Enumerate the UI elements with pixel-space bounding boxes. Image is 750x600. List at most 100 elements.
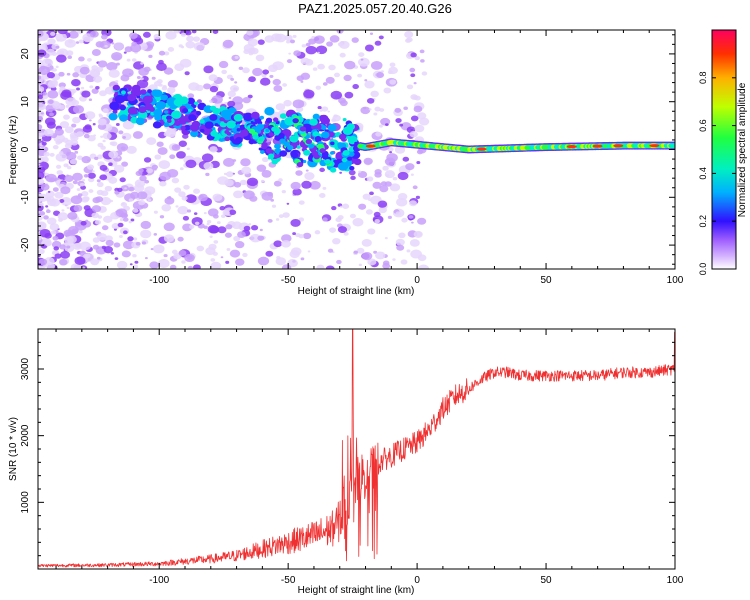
- spectrogram-blob: [241, 166, 252, 175]
- spectrogram-blob: [356, 247, 365, 254]
- spectrogram-blob: [167, 47, 175, 52]
- spectrogram-blob: [360, 58, 364, 61]
- spectrogram-blob: [67, 211, 78, 220]
- spectrogram-blob: [81, 90, 91, 98]
- spectrogram-blob: [329, 35, 340, 43]
- spectrogram-blob: [137, 182, 141, 185]
- spectrogram-ridge-blob: [260, 150, 265, 155]
- spectrogram-blob: [38, 214, 43, 221]
- spectrogram-blob: [46, 217, 57, 225]
- spectrogram-streak-blob: [329, 167, 337, 173]
- spectrogram-blob: [136, 191, 148, 200]
- spectrogram-blob: [343, 74, 352, 82]
- spectrogram-blob: [89, 85, 94, 89]
- spectrogram-blob: [193, 264, 201, 269]
- spectrogram-streak-blob: [271, 159, 278, 165]
- spectrogram-blob: [100, 135, 104, 138]
- spectrogram-ridge-blob: [127, 106, 138, 115]
- spectrogram-blob: [412, 185, 418, 190]
- spectrogram-blob: [217, 226, 227, 234]
- spectrogram-blob: [327, 110, 331, 113]
- spectrogram-blob: [117, 156, 120, 159]
- spectrogram-blob: [94, 219, 102, 225]
- spectrogram-blob: [333, 72, 340, 78]
- spectrogram-blob: [126, 58, 131, 62]
- spectrogram-blob: [409, 131, 418, 138]
- spectrogram-blob: [261, 170, 272, 178]
- spectrogram-blob: [351, 37, 359, 43]
- spectrogram-blob: [271, 204, 277, 208]
- spectrogram-blob: [61, 209, 65, 212]
- spectrogram-blob: [51, 51, 58, 56]
- spectrogram-blob: [225, 224, 233, 230]
- spectrogram-blob: [131, 58, 137, 62]
- spectrogram-blob: [96, 154, 103, 160]
- spectrogram-blob: [325, 265, 335, 269]
- spectrogram-blob: [55, 153, 67, 162]
- spectrogram-blob: [333, 114, 338, 118]
- spectrogram-blob: [388, 66, 398, 75]
- spectrogram-ridge-blob: [164, 110, 169, 114]
- colorbar: 0.0 0.2 0.4 0.6 0.8 Normalized spectral ampl…: [698, 29, 748, 275]
- spectrogram-ridge-blob: [138, 106, 147, 114]
- spectrogram-ridge-blob: [210, 130, 218, 137]
- spectrogram-blob: [289, 39, 295, 44]
- spectrogram-blob: [38, 75, 42, 80]
- spectrogram-blob: [413, 105, 423, 113]
- spectrogram-streak-blob: [252, 134, 259, 140]
- spectrogram-streak-blob: [287, 145, 294, 151]
- spectrogram-blob: [113, 42, 125, 51]
- spectrogram-blob: [278, 178, 283, 182]
- spectrogram-blob: [122, 207, 126, 210]
- spectrogram-blob: [396, 244, 405, 251]
- spectrogram-ridge-blob: [135, 117, 145, 126]
- spectrogram-blob: [188, 82, 200, 91]
- spectrogram-blob: [100, 145, 106, 150]
- spectrogram-blob: [329, 227, 337, 233]
- snr-ylabel: SNR (10 * v/v): [8, 417, 19, 481]
- spectrogram-blob: [80, 185, 86, 190]
- spectrogram-blob: [399, 123, 404, 127]
- spectrogram-blob: [228, 96, 232, 99]
- spectrogram-blob: [91, 49, 101, 56]
- spectrogram-blob: [257, 256, 270, 266]
- spectrogram-blob: [146, 137, 157, 145]
- spectrogram-streak-blob: [258, 136, 265, 142]
- spectrogram-blob: [259, 77, 271, 86]
- spectrogram-blob: [123, 51, 127, 54]
- spectrogram-blob: [119, 177, 126, 183]
- spectrogram-blob: [52, 187, 59, 192]
- spectrogram-blob: [374, 171, 382, 178]
- spectrogram-blob: [81, 266, 85, 269]
- spectrogram-blob: [156, 141, 164, 147]
- spectrogram-blob: [102, 108, 109, 114]
- spectrogram-blob: [396, 197, 408, 207]
- spectrogram-blob: [38, 34, 41, 39]
- spectrogram-blob: [55, 54, 67, 63]
- spectrogram-blob: [119, 218, 125, 222]
- spectrogram-blob: [133, 237, 138, 241]
- spectrogram-blob: [178, 44, 183, 48]
- spectrogram-streak-blob: [312, 131, 320, 137]
- spectrogram-blob: [161, 204, 172, 212]
- spectrogram-blob: [174, 187, 182, 193]
- spectrogram-blob: [120, 74, 130, 82]
- spectrogram-blob: [52, 110, 55, 113]
- spectrogram-blob: [69, 132, 78, 139]
- spectrogram-blob: [113, 242, 121, 248]
- spectrogram-ridge-blob: [152, 121, 162, 129]
- spectrogram-blob: [358, 263, 362, 267]
- spectrogram-blob: [410, 52, 417, 58]
- spectrogram-blob: [404, 31, 414, 39]
- spectrogram-ridge-blob: [112, 84, 120, 91]
- spectrogram-ridge-blob: [226, 120, 236, 129]
- spectrogram-blob: [38, 178, 45, 185]
- spectrogram-blob: [237, 231, 246, 238]
- spectrogram-streak-blob: [292, 118, 299, 124]
- spectrogram-blob: [158, 160, 171, 169]
- spectrogram-blob: [63, 114, 70, 120]
- spectrogram-blob: [307, 250, 311, 253]
- spectrogram-ridge-blob: [190, 130, 199, 138]
- spectrogram-blob: [104, 185, 113, 192]
- spectrogram-blob: [409, 239, 420, 247]
